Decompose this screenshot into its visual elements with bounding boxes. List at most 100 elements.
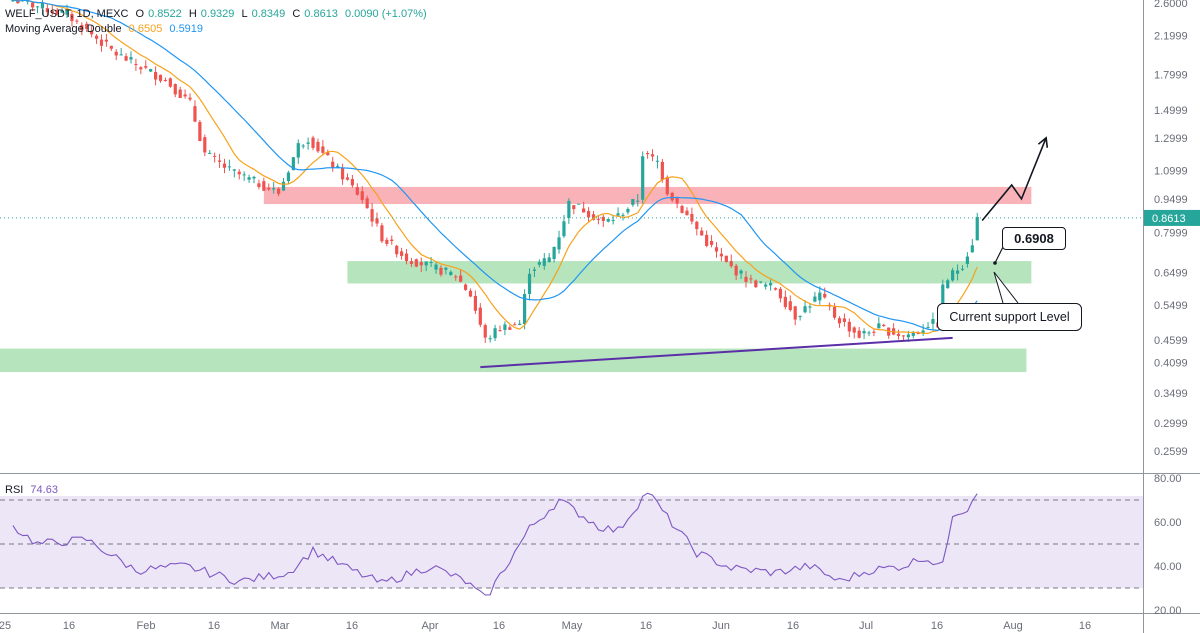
ma-legend: Moving Average Double 0.6505 0.5919 [5, 23, 207, 35]
projection-arrowhead [1037, 136, 1049, 148]
candle-body [134, 64, 138, 66]
time-tick-label: Aug [1003, 620, 1023, 632]
candle-body [734, 265, 738, 276]
candle-body [65, 10, 69, 15]
candle-body [311, 137, 315, 148]
candle-body [252, 176, 256, 179]
resistance-zone [263, 186, 1032, 205]
candle-body [375, 218, 379, 224]
price-tick-label: 0.6499 [1154, 268, 1188, 280]
candle-body [390, 239, 394, 242]
candle-body [449, 271, 453, 275]
candle-body [316, 141, 320, 152]
support-callout-pointer [993, 271, 1019, 304]
candle-body [444, 267, 448, 270]
candle-body [454, 276, 458, 278]
candle-body [867, 332, 871, 334]
candle-body [882, 324, 886, 327]
time-tick-label: 16 [493, 620, 505, 632]
candle-body [439, 267, 443, 275]
candle-body [709, 241, 714, 245]
time-tick-label: Apr [421, 620, 438, 632]
candle-body [286, 172, 291, 182]
candle-body [577, 203, 581, 205]
candle-body [463, 284, 468, 290]
candle-body [690, 213, 694, 222]
candle-body [518, 323, 522, 326]
candle-body [208, 152, 212, 154]
price-tick-label: 2.1999 [1154, 31, 1188, 43]
candle-body [296, 143, 300, 158]
candles-group [11, 0, 979, 344]
candle-body [926, 326, 930, 328]
candle-body [901, 335, 906, 337]
candle-body [921, 330, 925, 333]
candle-body [650, 154, 655, 157]
candle-body [26, 0, 30, 2]
candle-body [281, 181, 286, 191]
candle-body [744, 276, 748, 282]
ma-fast-line [12, 0, 978, 335]
candle-body [242, 174, 246, 176]
time-tick-label: 16 [346, 620, 358, 632]
candle-body [803, 306, 807, 313]
candle-body [818, 292, 822, 301]
candle-body [872, 331, 876, 333]
candle-body [60, 10, 64, 13]
candle-body [468, 290, 473, 297]
price-callout-dot [993, 261, 997, 265]
open-label: O [135, 8, 145, 20]
candle-body [970, 245, 974, 253]
candle-body [788, 301, 792, 311]
support-callout[interactable]: Current support Level [937, 303, 1082, 331]
rsi-line [12, 492, 978, 596]
candle-body [193, 106, 197, 122]
candle-body [832, 306, 837, 318]
candle-body [331, 161, 335, 168]
candle-body [336, 165, 340, 167]
candle-body [773, 288, 778, 290]
candle-body [621, 214, 625, 216]
candle-body [513, 324, 517, 326]
candle-body [144, 66, 148, 68]
candle-body [586, 210, 591, 218]
support-trendline [480, 336, 953, 369]
candle-body [291, 157, 295, 171]
candle-body [222, 163, 227, 168]
candle-body [217, 160, 222, 162]
price-tick-label: 1.7999 [1154, 70, 1188, 82]
time-tick-label: Mar [271, 620, 290, 632]
candle-body [729, 261, 733, 267]
candle-body [163, 79, 168, 81]
candle-body [85, 23, 89, 29]
candle-body [257, 183, 261, 188]
candle-body [665, 177, 669, 195]
price-callout[interactable]: 0.6908 [1002, 227, 1066, 250]
low-value: 0.8349 [251, 8, 286, 20]
candle-body [636, 200, 640, 202]
candle-body [345, 177, 350, 180]
candle-body [847, 321, 851, 332]
candle-body [498, 330, 502, 332]
candle-body [370, 209, 374, 222]
price-tick-label: 1.4999 [1154, 105, 1188, 117]
time-tick-label: 16 [1079, 620, 1091, 632]
time-tick-label: 16 [63, 620, 75, 632]
candle-body [277, 188, 281, 194]
time-tick-label: 16 [640, 620, 652, 632]
open-value: 0.8522 [148, 8, 182, 20]
candle-body [70, 13, 74, 22]
candle-body [596, 218, 600, 220]
candle-body [783, 296, 787, 308]
candle-body [272, 188, 276, 190]
candle-body [675, 198, 679, 204]
candle-body [45, 8, 49, 13]
candle-body [739, 270, 743, 274]
candle-body [154, 72, 158, 80]
candle-body [946, 280, 950, 289]
candle-body [567, 200, 571, 219]
price-tick-label: 0.9499 [1154, 194, 1188, 206]
candle-body [149, 69, 153, 72]
candle-body [965, 256, 969, 265]
